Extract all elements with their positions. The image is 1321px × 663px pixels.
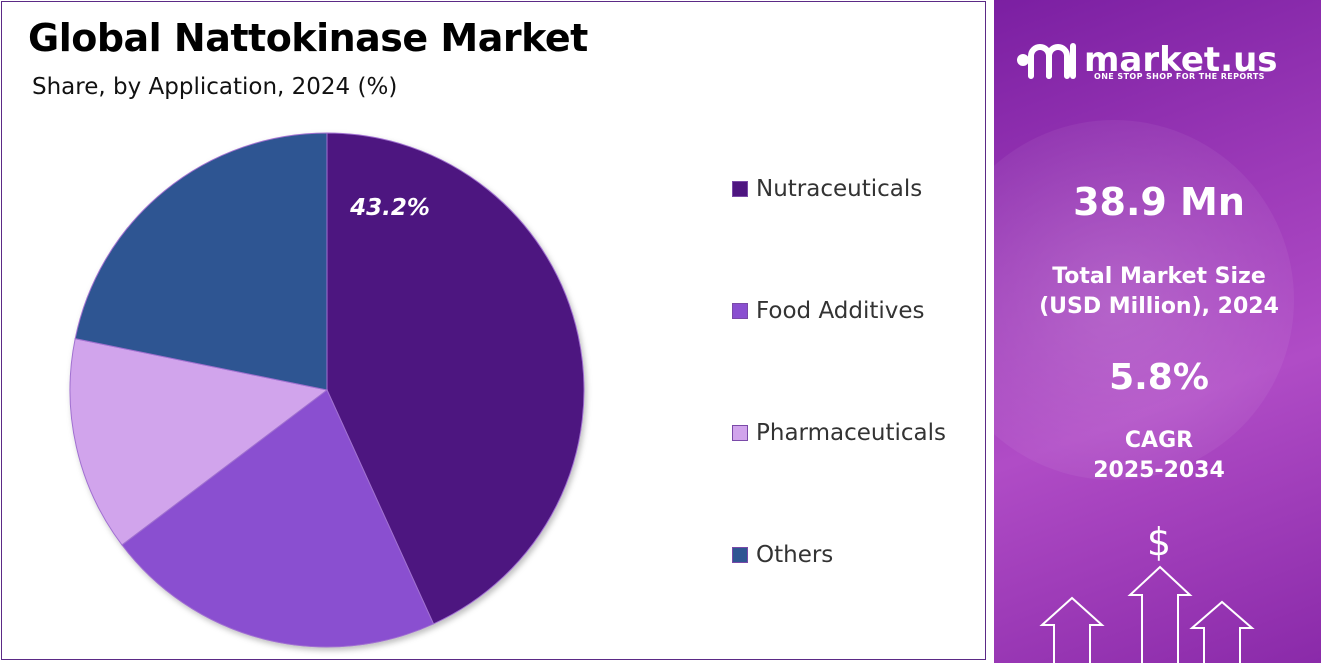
legend-label: Nutraceuticals: [756, 176, 923, 202]
pie-slice-others: [74, 132, 328, 391]
pie-slice-nutraceuticals: [326, 132, 585, 625]
legend-swatch: [732, 181, 748, 197]
cagr-label-line1: CAGR: [1124, 428, 1194, 453]
dollar-sign-icon: $: [1147, 520, 1171, 564]
cagr-label: CAGR 2025-2034: [994, 426, 1321, 486]
cagr-value: 5.8%: [1109, 357, 1209, 398]
market-size-label-line2: (USD Million), 2024: [1039, 294, 1279, 319]
cagr-label-line2: 2025-2034: [1093, 458, 1225, 483]
info-panel: market.us ONE STOP SHOP FOR THE REPORTS …: [991, 0, 1321, 663]
market-size-value: 38.9 Mn: [1073, 180, 1245, 224]
chart-title: Global Nattokinase Market: [28, 16, 588, 60]
pie-slice-food-additives: [121, 389, 435, 648]
market-size-label-line1: Total Market Size: [1052, 264, 1266, 289]
legend-item: Food Additives: [732, 298, 925, 324]
market-size-label: Total Market Size (USD Million), 2024: [994, 262, 1321, 322]
legend-item: Others: [732, 542, 833, 568]
chart-panel: Global Nattokinase Market Share, by Appl…: [1, 1, 986, 660]
growth-arrows-icon: $: [1039, 520, 1255, 663]
pie-chart: 43.2%: [69, 132, 585, 648]
legend-swatch: [732, 425, 748, 441]
chart-subtitle: Share, by Application, 2024 (%): [32, 74, 398, 100]
legend-swatch: [732, 547, 748, 563]
pie-data-label: 43.2%: [349, 195, 430, 221]
legend-item: Pharmaceuticals: [732, 420, 946, 446]
brand-tagline: ONE STOP SHOP FOR THE REPORTS: [1094, 72, 1265, 81]
legend-label: Food Additives: [756, 298, 925, 324]
legend-label: Pharmaceuticals: [756, 420, 946, 446]
legend-item: Nutraceuticals: [732, 176, 922, 202]
legend-swatch: [732, 303, 748, 319]
brand-name: market.us: [1084, 40, 1278, 80]
brand: market.us: [1016, 38, 1278, 82]
market-us-logo-icon: [1017, 43, 1076, 79]
legend-label: Others: [756, 542, 834, 568]
pie-slice-pharmaceuticals: [69, 338, 329, 546]
